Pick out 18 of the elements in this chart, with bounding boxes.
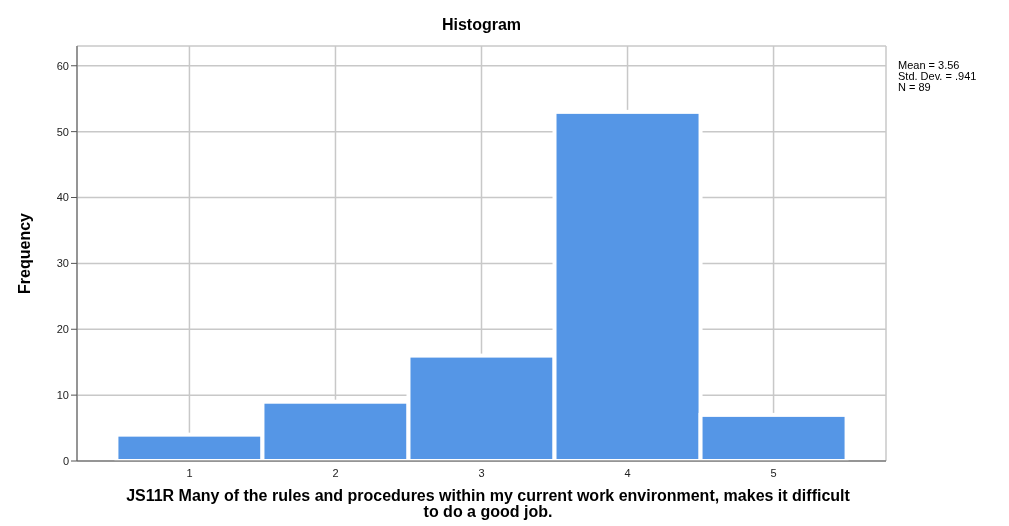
x-tick-label: 1 xyxy=(186,466,193,479)
y-tick-label: 50 xyxy=(56,125,69,138)
y-tick-label: 30 xyxy=(56,257,69,270)
text: Std. Dev. = .941 xyxy=(898,70,977,82)
y-axis-title: Frequency xyxy=(15,212,33,294)
y-tick-label: 60 xyxy=(56,59,69,72)
x-tick-label: 4 xyxy=(624,466,631,479)
text: Mean = 3.56 xyxy=(898,59,961,71)
y-tick-label: 20 xyxy=(56,323,69,336)
x-tick-label: 2 xyxy=(332,466,339,479)
x-axis-title: JS11R Many of the rules and procedures within my current work environment, makes it difficult to do a good job. xyxy=(125,487,851,520)
x-tick-label: 5 xyxy=(770,466,777,479)
x-tick-label: 3 xyxy=(478,466,485,479)
text: N = 89 xyxy=(898,81,932,93)
y-tick-label: 10 xyxy=(56,389,69,402)
y-tick-label: 40 xyxy=(56,191,69,204)
y-tick-label: 0 xyxy=(62,454,69,467)
chart-title: Histogram xyxy=(440,16,523,34)
